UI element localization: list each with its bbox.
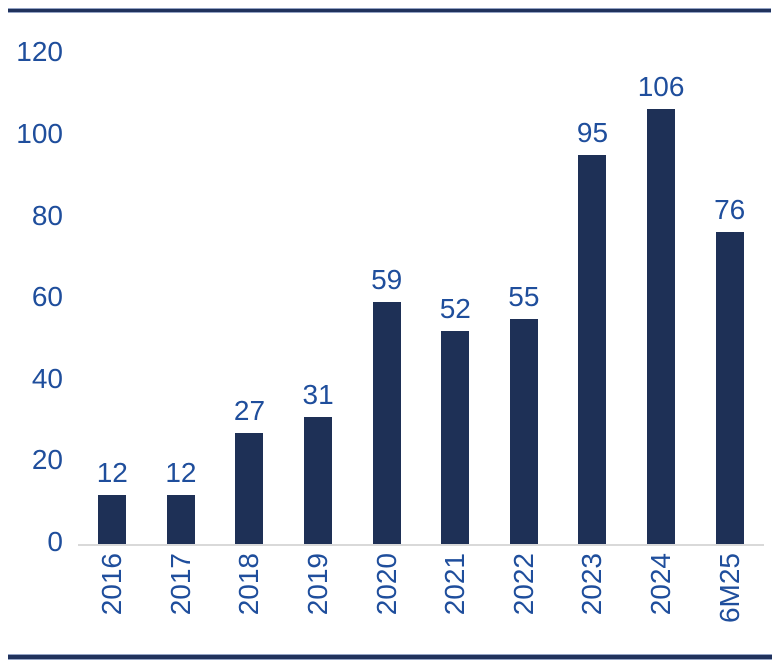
x-category-label: 6M25 <box>713 553 745 624</box>
x-category-label: 2023 <box>576 553 608 616</box>
y-tick-label: 0 <box>47 526 63 557</box>
x-category-label: 2024 <box>645 553 677 616</box>
bar-group: 76 <box>695 0 764 544</box>
bar-value-label: 55 <box>508 281 540 312</box>
x-category-cell: 2023 <box>558 553 627 615</box>
bar-group: 12 <box>78 0 147 544</box>
bar <box>647 109 676 544</box>
bar-group: 52 <box>421 0 490 544</box>
bar-value-label: 27 <box>233 395 266 426</box>
bar-value-label: 59 <box>371 264 403 295</box>
bar-group: 59 <box>352 0 421 544</box>
y-axis: 0 20 40 60 80 100 120 <box>0 0 63 669</box>
bar <box>441 331 470 544</box>
bar-value-label: 12 <box>96 457 128 488</box>
bar <box>166 495 195 544</box>
bar-group: 12 <box>147 0 216 544</box>
bar <box>509 319 538 544</box>
x-category-cell: 2021 <box>421 553 490 615</box>
x-category-label: 2019 <box>302 553 334 616</box>
x-category-cell: 2017 <box>147 553 216 615</box>
bar <box>715 232 744 544</box>
bar <box>372 302 401 544</box>
bar-group: 106 <box>627 0 696 544</box>
bar-group: 95 <box>558 0 627 544</box>
bar <box>235 433 264 544</box>
bar <box>578 155 607 544</box>
bar-group: 27 <box>215 0 284 544</box>
x-axis-labels: 2016 2017 2018 2019 2020 2021 2022 2023 2024 6M25 <box>78 553 764 623</box>
bar-group: 31 <box>284 0 353 544</box>
x-category-label: 2017 <box>164 553 196 616</box>
x-category-label: 2020 <box>370 553 402 616</box>
bar-value-label: 76 <box>714 194 746 225</box>
bar-group: 55 <box>490 0 559 544</box>
bar-value-label: 95 <box>576 117 609 148</box>
bar <box>98 495 127 544</box>
x-category-label: 2021 <box>439 553 471 616</box>
x-category-cell: 2020 <box>352 553 421 615</box>
x-category-cell: 2016 <box>78 553 147 615</box>
bottom-border-rule <box>8 654 772 660</box>
y-tick-label: 60 <box>31 281 63 313</box>
y-tick-label: 100 <box>16 118 63 149</box>
x-category-cell: 2022 <box>490 553 559 615</box>
bar-value-label: 52 <box>439 293 471 324</box>
x-category-label: 2022 <box>507 553 539 616</box>
y-tick-label: 40 <box>31 362 63 394</box>
x-category-cell: 2018 <box>215 553 284 615</box>
x-category-cell: 2024 <box>627 553 696 615</box>
x-category-cell: 2019 <box>284 553 353 615</box>
bar-value-label: 106 <box>637 71 685 102</box>
y-tick-label: 20 <box>31 444 63 476</box>
bar <box>304 417 333 544</box>
bar-value-label: 12 <box>165 457 197 488</box>
y-tick-label: 80 <box>31 199 63 231</box>
x-category-cell: 6M25 <box>695 553 764 623</box>
x-axis-line <box>78 544 764 546</box>
bar-value-label: 31 <box>302 379 334 410</box>
y-tick-label: 120 <box>16 36 63 68</box>
plot-area: 12 12 27 31 59 52 55 95 106 76 <box>78 0 764 544</box>
top-border-rule <box>8 8 771 13</box>
x-category-label: 2016 <box>96 553 128 616</box>
x-category-label: 2018 <box>233 553 265 616</box>
